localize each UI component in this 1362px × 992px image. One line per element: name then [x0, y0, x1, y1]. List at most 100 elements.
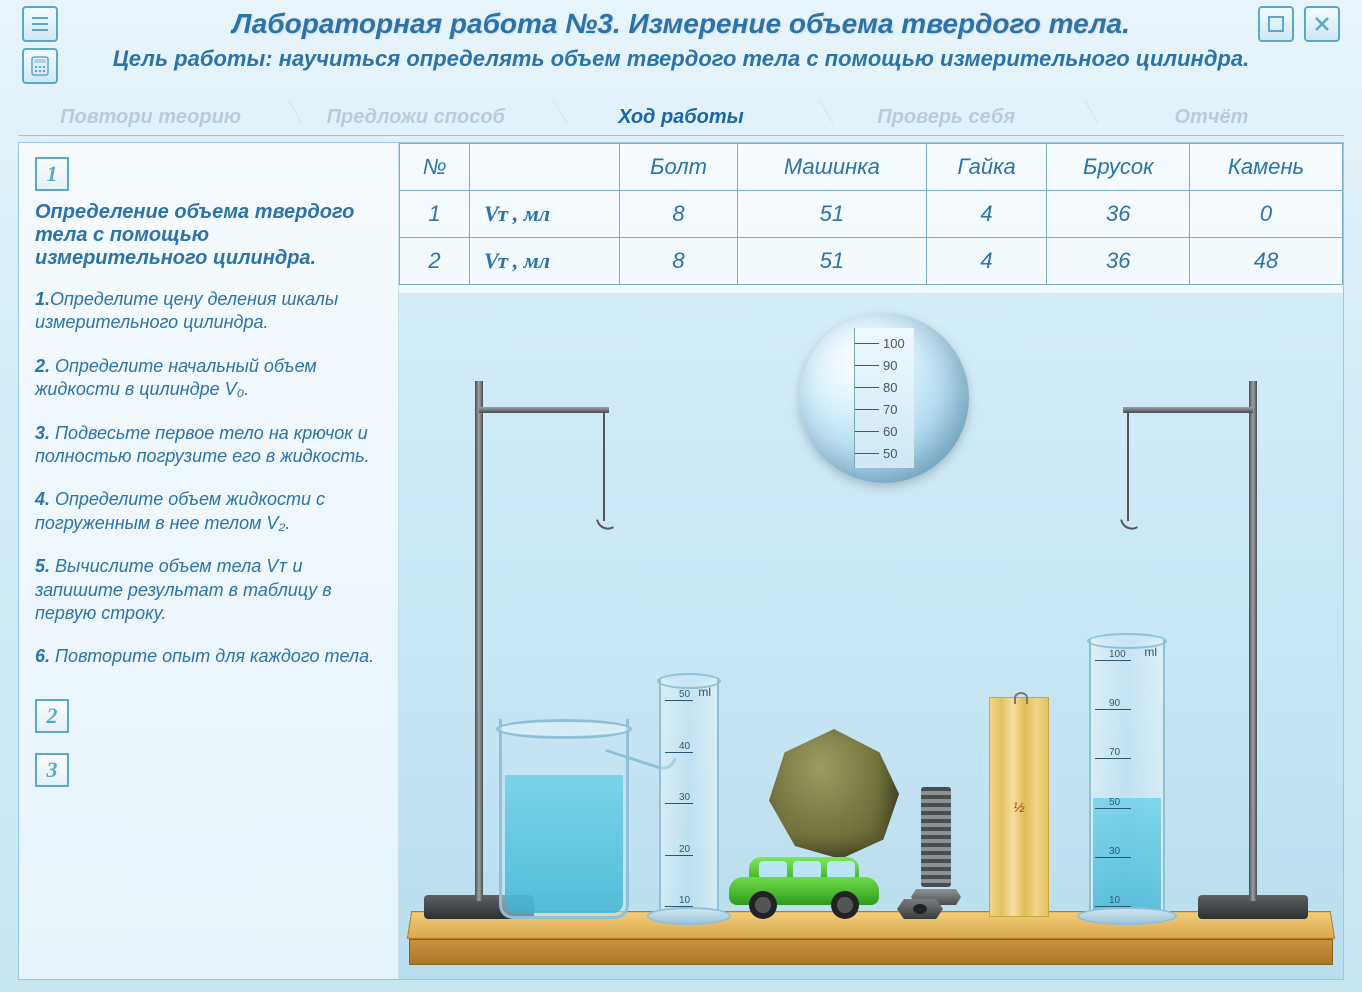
instruction-3: 3. Подвесьте первое тело на крючок и пол… [35, 422, 382, 469]
stand-arm [479, 407, 609, 413]
col-car: Машинка [738, 144, 927, 191]
cell-label: Vᴛ , мл [470, 191, 620, 238]
left-toolbar [22, 6, 58, 84]
tick: 20 [665, 844, 693, 856]
cell-value[interactable]: 4 [926, 238, 1047, 285]
step-text: Определите цену деления шкалы измеритель… [35, 289, 338, 332]
stand-arm [1123, 407, 1253, 413]
tick: 50 [883, 446, 914, 461]
page-nav-3[interactable]: 3 [35, 753, 69, 787]
close-icon[interactable] [1304, 6, 1340, 42]
maximize-icon[interactable] [1258, 6, 1294, 42]
step-num: 1. [35, 289, 50, 309]
beaker[interactable] [499, 719, 629, 919]
tick: 90 [1095, 698, 1131, 710]
calculator-icon[interactable] [22, 48, 58, 84]
stand-pole [475, 381, 483, 901]
object-car[interactable] [729, 859, 879, 919]
tick: 50 [665, 689, 693, 701]
unit-label: ml [1144, 645, 1157, 659]
table-header-row: № Болт Машинка Гайка Брусок Камень [400, 144, 1343, 191]
cylinder-scale: 10 20 30 40 50 [665, 689, 693, 907]
unit-label: ml [698, 685, 711, 699]
instruction-6: 6. Повторите опыт для каждого тела. [35, 645, 382, 668]
step-text: Подвесьте первое тело на крючок и полнос… [35, 423, 370, 466]
tick: 70 [1095, 747, 1131, 759]
tick: 80 [883, 380, 914, 395]
object-stone[interactable] [769, 729, 899, 859]
cell-value[interactable]: 36 [1047, 191, 1190, 238]
step-num: 5. [35, 556, 50, 576]
magnifier[interactable]: 100 90 80 70 60 50 [799, 313, 969, 483]
step-num: 6. [35, 646, 50, 666]
cell-value[interactable]: 0 [1190, 191, 1343, 238]
object-bolt[interactable] [919, 787, 953, 917]
tab-theory[interactable]: Повтори теорию [18, 100, 283, 135]
header: Лабораторная работа №3. Измерение объема… [0, 0, 1362, 96]
lab-scene: 100 90 80 70 60 50 ml 10 20 30 [399, 293, 1343, 979]
cell-value[interactable]: 51 [738, 191, 927, 238]
step-num: 3. [35, 423, 50, 443]
cell-value[interactable]: 8 [620, 238, 738, 285]
hook-icon[interactable] [1127, 411, 1129, 521]
step-num: 4. [35, 489, 50, 509]
main-panel: № Болт Машинка Гайка Брусок Камень 1 Vᴛ … [399, 143, 1343, 979]
instruction-1: 1.Определите цену деления шкалы измерите… [35, 288, 382, 335]
wood-mark: ½ [1013, 799, 1025, 815]
tab-check[interactable]: Проверь себя [814, 100, 1079, 135]
page-goal: Цель работы: научиться определять объем … [18, 46, 1344, 72]
right-toolbar [1258, 6, 1340, 42]
step-text: Определите начальный объем жидкости в ци… [35, 356, 317, 399]
cell-value[interactable]: 48 [1190, 238, 1343, 285]
tick: 100 [1095, 649, 1131, 661]
page-nav-2[interactable]: 2 [35, 699, 69, 733]
lab-table-edge [409, 939, 1333, 965]
col-nut: Гайка [926, 144, 1047, 191]
object-wood-block[interactable]: ½ [989, 697, 1049, 917]
tick: 30 [1095, 846, 1131, 858]
tab-method[interactable]: Предложи способ [283, 100, 548, 135]
cylinder-small[interactable]: ml 10 20 30 40 50 [659, 679, 719, 919]
tick: 70 [883, 402, 914, 417]
cell-value[interactable]: 8 [620, 191, 738, 238]
col-num: № [400, 144, 470, 191]
cell-rownum: 2 [400, 238, 470, 285]
tick: 90 [883, 358, 914, 373]
page-title: Лабораторная работа №3. Измерение объема… [18, 8, 1344, 40]
bolt-thread [921, 787, 951, 887]
stand-pole [1249, 381, 1257, 901]
tick: 10 [665, 895, 693, 907]
cell-value[interactable]: 51 [738, 238, 927, 285]
tick: 50 [1095, 797, 1131, 809]
sidebar: 1 Определение объема твердого тела с пом… [19, 143, 399, 979]
tab-bar: Повтори теорию Предложи способ Ход работ… [18, 100, 1344, 136]
instruction-2: 2. Определите начальный объем жидкости в… [35, 355, 382, 402]
cell-label: Vᴛ , мл [470, 238, 620, 285]
cylinder-scale: 10 30 50 70 90 100 [1095, 649, 1131, 907]
hook-icon[interactable] [603, 411, 605, 521]
tick: 60 [883, 424, 914, 439]
tab-procedure[interactable]: Ход работы [548, 100, 813, 135]
table-row: 1 Vᴛ , мл 8 51 4 36 0 [400, 191, 1343, 238]
step-num: 2. [35, 356, 50, 376]
object-nut[interactable] [897, 899, 943, 919]
page-indicator-1: 1 [35, 157, 69, 191]
menu-icon[interactable] [22, 6, 58, 42]
tick: 30 [665, 792, 693, 804]
content-area: 1 Определение объема твердого тела с пом… [18, 142, 1344, 980]
instruction-5: 5. Вычислите объем тела Vᴛ и запишите ре… [35, 555, 382, 625]
step-text: Повторите опыт для каждого тела. [50, 646, 374, 666]
cylinder-large[interactable]: ml 10 30 50 70 90 100 [1089, 639, 1165, 919]
sidebar-title: Определение объема твердого тела с помощ… [35, 201, 382, 270]
step-text: Вычислите объем тела Vᴛ и запишите резул… [35, 556, 332, 623]
table-row: 2 Vᴛ , мл 8 51 4 36 48 [400, 238, 1343, 285]
tick: 10 [1095, 895, 1131, 907]
col-block: Брусок [1047, 144, 1190, 191]
results-table: № Болт Машинка Гайка Брусок Камень 1 Vᴛ … [399, 143, 1343, 285]
tick: 40 [665, 741, 693, 753]
col-stone: Камень [1190, 144, 1343, 191]
cell-rownum: 1 [400, 191, 470, 238]
cell-value[interactable]: 36 [1047, 238, 1190, 285]
cell-value[interactable]: 4 [926, 191, 1047, 238]
tab-report[interactable]: Отчёт [1079, 100, 1344, 135]
